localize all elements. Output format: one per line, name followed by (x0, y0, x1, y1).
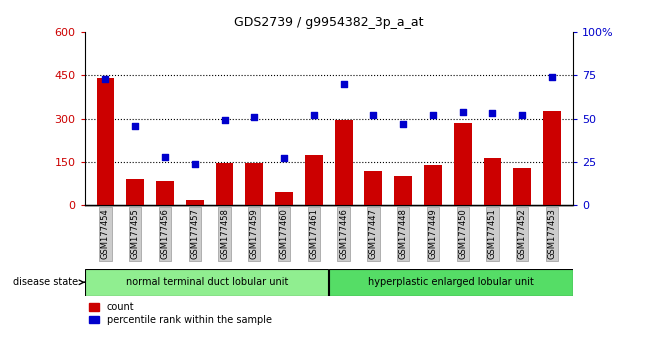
Text: GSM177455: GSM177455 (131, 209, 140, 259)
Bar (335, 120, 353, 205)
Point (159, 154, 170, 160)
Text: GSM177460: GSM177460 (279, 209, 288, 259)
Text: GSM177459: GSM177459 (250, 209, 259, 259)
FancyBboxPatch shape (329, 269, 573, 296)
Text: GSM177461: GSM177461 (309, 209, 318, 259)
Point (249, 114, 260, 120)
Text: GSM177450: GSM177450 (458, 209, 467, 259)
Text: normal terminal duct lobular unit: normal terminal duct lobular unit (126, 277, 288, 287)
FancyBboxPatch shape (85, 269, 328, 296)
Bar (454, 123, 472, 205)
Text: GSM177457: GSM177457 (190, 209, 199, 259)
Text: GSM177449: GSM177449 (428, 209, 437, 259)
Point (368, 112, 379, 118)
Text: GSM177446: GSM177446 (339, 209, 348, 259)
Point (219, 118, 230, 123)
Bar (543, 112, 561, 205)
Legend: count, percentile rank within the sample: count, percentile rank within the sample (89, 302, 272, 325)
Bar (156, 181, 174, 205)
Bar (305, 155, 323, 205)
Title: GDS2739 / g9954382_3p_a_at: GDS2739 / g9954382_3p_a_at (234, 16, 424, 29)
Bar (275, 192, 293, 205)
Point (279, 156, 289, 161)
Text: GSM177458: GSM177458 (220, 209, 229, 259)
Text: GSM177453: GSM177453 (547, 209, 557, 259)
Text: disease state: disease state (13, 277, 78, 287)
Text: GSM177451: GSM177451 (488, 209, 497, 259)
Text: GSM177448: GSM177448 (398, 209, 408, 259)
Point (398, 121, 408, 127)
Bar (514, 168, 531, 205)
Bar (424, 165, 442, 205)
Point (428, 112, 438, 118)
Bar (215, 162, 234, 205)
Bar (186, 200, 204, 205)
Point (130, 123, 141, 129)
Text: GSM177456: GSM177456 (161, 209, 169, 259)
Point (339, 81, 349, 87)
Bar (365, 171, 382, 205)
Point (517, 112, 527, 118)
Bar (395, 176, 412, 205)
Point (189, 161, 200, 166)
Point (458, 109, 468, 114)
Text: GSM177452: GSM177452 (518, 209, 527, 259)
Bar (245, 162, 263, 205)
Bar (96, 78, 115, 205)
Point (547, 74, 557, 80)
Point (488, 110, 498, 116)
Text: GSM177447: GSM177447 (369, 209, 378, 259)
Text: hyperplastic enlarged lobular unit: hyperplastic enlarged lobular unit (368, 277, 534, 287)
Text: GSM177454: GSM177454 (101, 209, 110, 259)
Point (100, 76, 111, 81)
Bar (126, 179, 144, 205)
Bar (484, 158, 501, 205)
Point (309, 112, 319, 118)
